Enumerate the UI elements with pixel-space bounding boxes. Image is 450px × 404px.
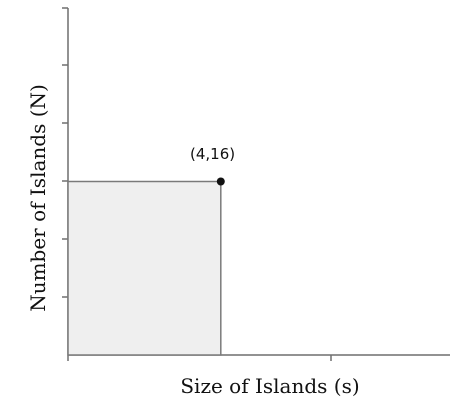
point-label: (4,16)	[190, 145, 235, 163]
plot-area: (4,16) Size of Islands (s) Number of Isl…	[26, 7, 450, 398]
x-axis-label: Size of Islands (s)	[180, 374, 359, 398]
bar	[67, 180, 222, 356]
data-point	[216, 177, 225, 186]
y-axis-label: Number of Islands (N)	[26, 84, 50, 312]
